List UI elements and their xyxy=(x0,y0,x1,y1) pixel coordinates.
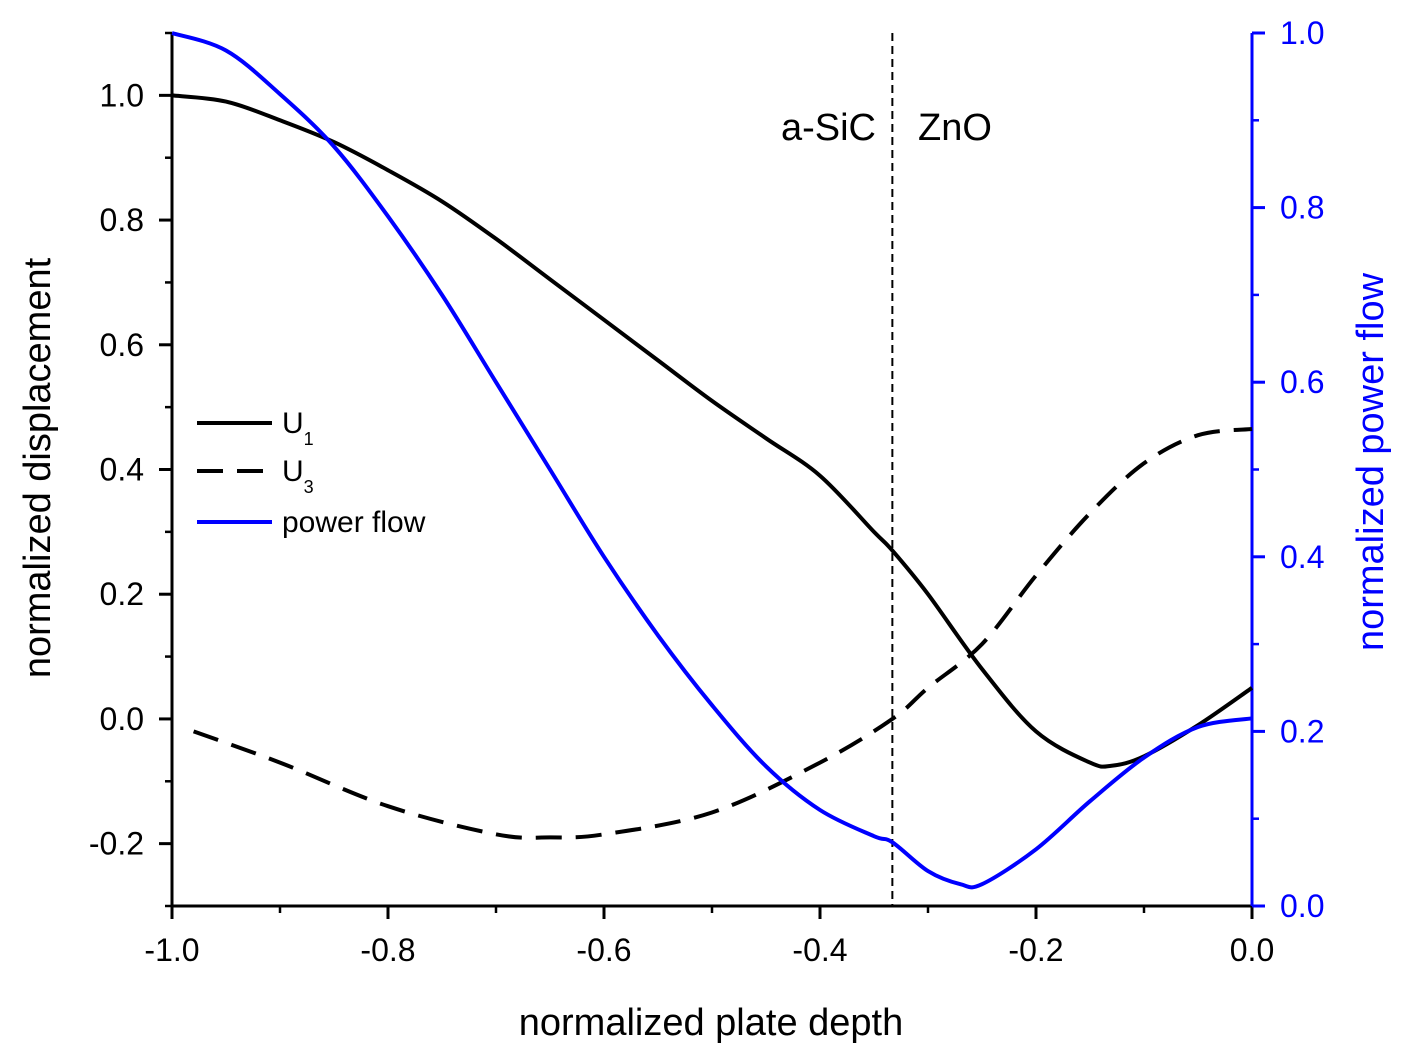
y-tick-label: 0.0 xyxy=(100,701,144,737)
series-line-power-flow xyxy=(171,31,1253,890)
x-tick-label: -1.0 xyxy=(144,932,199,968)
y2-tick-label: 0.2 xyxy=(1280,713,1324,749)
x-tick-label: -0.6 xyxy=(576,932,631,968)
y-tick-label: 0.4 xyxy=(100,452,144,488)
y2-tick-label: 0.0 xyxy=(1280,888,1324,924)
legend: U1 U3 power flow xyxy=(197,407,426,539)
layer-label-a-sic: a-SiC xyxy=(781,107,876,149)
legend-label-subscript: 3 xyxy=(304,477,314,497)
y-axis-title: normalized displacement xyxy=(17,257,59,678)
legend-label: power flow xyxy=(282,506,426,539)
y-tick-label: -0.2 xyxy=(89,826,144,862)
series-line-u3 xyxy=(192,427,1253,840)
x-tick-label: -0.8 xyxy=(360,932,415,968)
series-layer xyxy=(171,31,1254,890)
y2-tick-label: 0.6 xyxy=(1280,364,1324,400)
y-tick-label: 0.6 xyxy=(100,327,144,363)
legend-label: U1 xyxy=(282,407,314,449)
x-tick-label: -0.4 xyxy=(792,932,847,968)
y2-axis-title: normalized power flow xyxy=(1350,272,1392,651)
layer-label-zno: ZnO xyxy=(918,107,992,149)
plot-area xyxy=(170,33,1254,908)
series-line-u1 xyxy=(171,93,1254,769)
ticks-layer: -1.0 -0.8 -0.6 -0.4 -0.2 0.0 -0.2 0.0 0.2 0.4 0.6 0… xyxy=(89,15,1325,968)
x-tick-label: -0.2 xyxy=(1008,932,1063,968)
x-tick-label: 0.0 xyxy=(1230,932,1274,968)
y-tick-label: 0.2 xyxy=(100,576,144,612)
y-tick-label: 1.0 xyxy=(100,77,144,113)
x-axis-title: normalized plate depth xyxy=(519,1002,903,1044)
y2-tick-label: 0.8 xyxy=(1280,190,1324,226)
y2-tick-label: 1.0 xyxy=(1280,15,1324,51)
legend-label: U3 xyxy=(282,455,314,497)
y-tick-label: 0.8 xyxy=(100,202,144,238)
legend-label-subscript: 1 xyxy=(304,429,314,449)
y2-tick-label: 0.4 xyxy=(1280,539,1324,575)
